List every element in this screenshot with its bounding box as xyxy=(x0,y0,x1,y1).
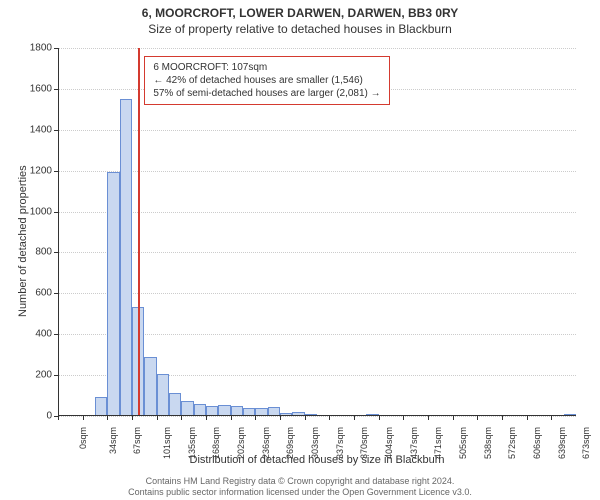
page-subtitle: Size of property relative to detached ho… xyxy=(0,22,600,38)
ytick-label: 1200 xyxy=(12,165,52,176)
histogram-bar xyxy=(181,401,193,416)
xtick-mark xyxy=(502,416,503,420)
histogram-bar xyxy=(144,357,156,416)
footer-line-2: Contains public sector information licen… xyxy=(0,487,600,498)
xtick-label: 0sqm xyxy=(78,427,88,449)
gridline xyxy=(58,293,576,294)
xtick-mark xyxy=(354,416,355,420)
xtick-mark xyxy=(453,416,454,420)
ytick-label: 800 xyxy=(12,247,52,258)
footer-attribution: Contains HM Land Registry data © Crown c… xyxy=(0,476,600,498)
xtick-mark xyxy=(255,416,256,420)
gridline xyxy=(58,130,576,131)
x-axis-line xyxy=(58,415,576,416)
gridline xyxy=(58,48,576,49)
y-axis-line xyxy=(58,48,59,416)
ytick-label: 1600 xyxy=(12,83,52,94)
gridline xyxy=(58,252,576,253)
xtick-mark xyxy=(379,416,380,420)
xtick-label: 67sqm xyxy=(132,427,142,454)
page-title: 6, MOORCROFT, LOWER DARWEN, DARWEN, BB3 … xyxy=(0,6,600,22)
x-axis-label: Distribution of detached houses by size … xyxy=(58,454,576,466)
marker-tooltip-line: 6 MOORCROFT: 107sqm xyxy=(153,61,380,74)
xtick-mark xyxy=(181,416,182,420)
histogram-bar xyxy=(107,172,119,416)
histogram-bar xyxy=(95,397,107,416)
histogram-bar xyxy=(169,393,181,417)
histogram-chart: 0200400600800100012001400160018000sqm34s… xyxy=(58,48,576,416)
ytick-label: 1800 xyxy=(12,43,52,54)
ytick-label: 600 xyxy=(12,288,52,299)
histogram-bar xyxy=(157,374,169,416)
xtick-mark xyxy=(206,416,207,420)
xtick-mark xyxy=(329,416,330,420)
xtick-mark xyxy=(280,416,281,420)
marker-tooltip-line: 57% of semi-detached houses are larger (… xyxy=(153,87,380,100)
xtick-label: 34sqm xyxy=(108,427,118,454)
gridline xyxy=(58,171,576,172)
footer-line-1: Contains HM Land Registry data © Crown c… xyxy=(0,476,600,487)
xtick-mark xyxy=(477,416,478,420)
marker-tooltip: 6 MOORCROFT: 107sqm← 42% of detached hou… xyxy=(144,56,389,105)
ytick-label: 1400 xyxy=(12,124,52,135)
xtick-mark xyxy=(551,416,552,420)
marker-tooltip-line: ← 42% of detached houses are smaller (1,… xyxy=(153,74,380,87)
xtick-mark xyxy=(58,416,59,420)
xtick-mark xyxy=(83,416,84,420)
xtick-mark xyxy=(428,416,429,420)
xtick-label: 673sqm xyxy=(581,427,591,459)
xtick-mark xyxy=(403,416,404,420)
xtick-mark xyxy=(527,416,528,420)
marker-line xyxy=(138,48,140,416)
ytick-label: 200 xyxy=(12,370,52,381)
xtick-mark xyxy=(157,416,158,420)
xtick-mark xyxy=(305,416,306,420)
histogram-bar xyxy=(120,99,132,416)
gridline xyxy=(58,416,576,417)
xtick-mark xyxy=(132,416,133,420)
xtick-mark xyxy=(107,416,108,420)
gridline xyxy=(58,212,576,213)
ytick-label: 1000 xyxy=(12,206,52,217)
ytick-label: 400 xyxy=(12,329,52,340)
ytick-label: 0 xyxy=(12,411,52,422)
xtick-mark xyxy=(231,416,232,420)
